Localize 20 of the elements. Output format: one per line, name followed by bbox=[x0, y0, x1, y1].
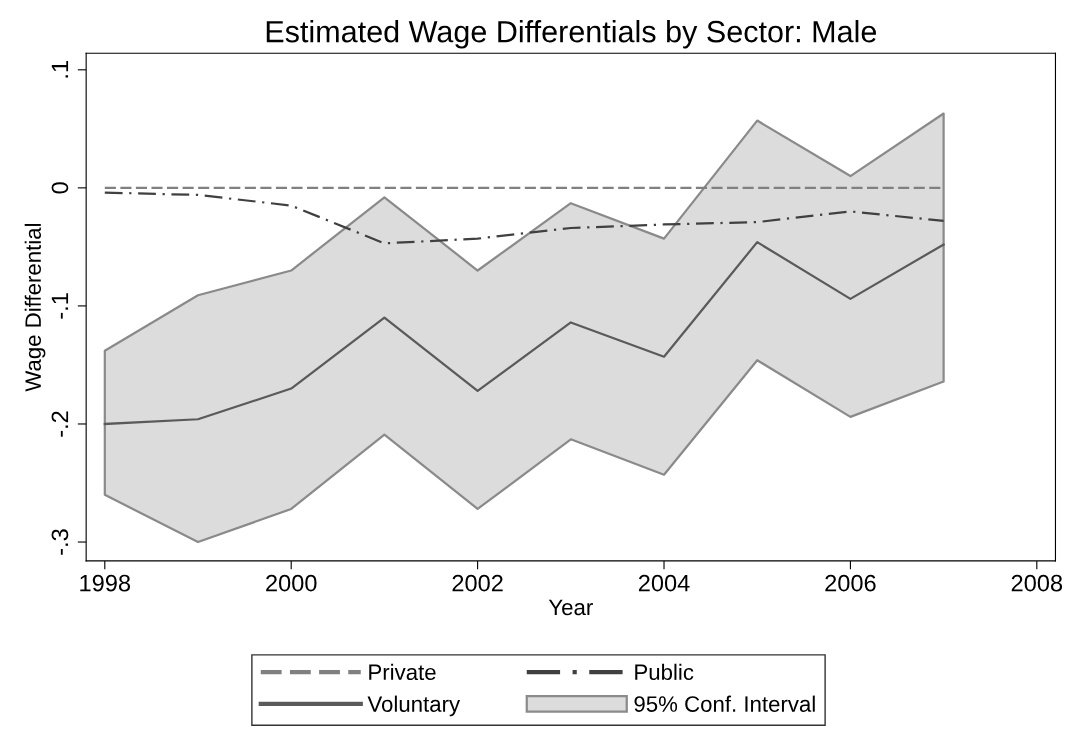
chart-title: Estimated Wage Differentials by Sector: Male bbox=[266, 20, 876, 49]
y-tick-label: .1 bbox=[51, 61, 69, 78]
legend-label: Public bbox=[635, 663, 694, 681]
line-series bbox=[103, 241, 945, 426]
y-tick-label: -.2 bbox=[51, 411, 69, 437]
x-tick-label: 1998 bbox=[80, 574, 131, 592]
legend-label: Voluntary bbox=[367, 695, 461, 717]
legend-label: Private bbox=[369, 663, 436, 681]
x-tick-label: 2006 bbox=[825, 574, 876, 592]
y-tick-label: 0 bbox=[51, 182, 69, 194]
x-axis-title: Year bbox=[548, 599, 593, 616]
x-tick-label: 2008 bbox=[1011, 574, 1063, 592]
line-series bbox=[103, 191, 945, 245]
y-tick-label: -.1 bbox=[51, 293, 69, 319]
text: 95% Conf. Interval bbox=[634, 695, 815, 712]
x-tick-label: 2004 bbox=[638, 574, 690, 592]
y-axis-title: Wage Differential bbox=[24, 223, 46, 392]
y-tick-label: -.3 bbox=[51, 529, 69, 555]
x-tick-label: 2000 bbox=[266, 574, 317, 592]
x-tick-label: 2002 bbox=[452, 574, 503, 592]
